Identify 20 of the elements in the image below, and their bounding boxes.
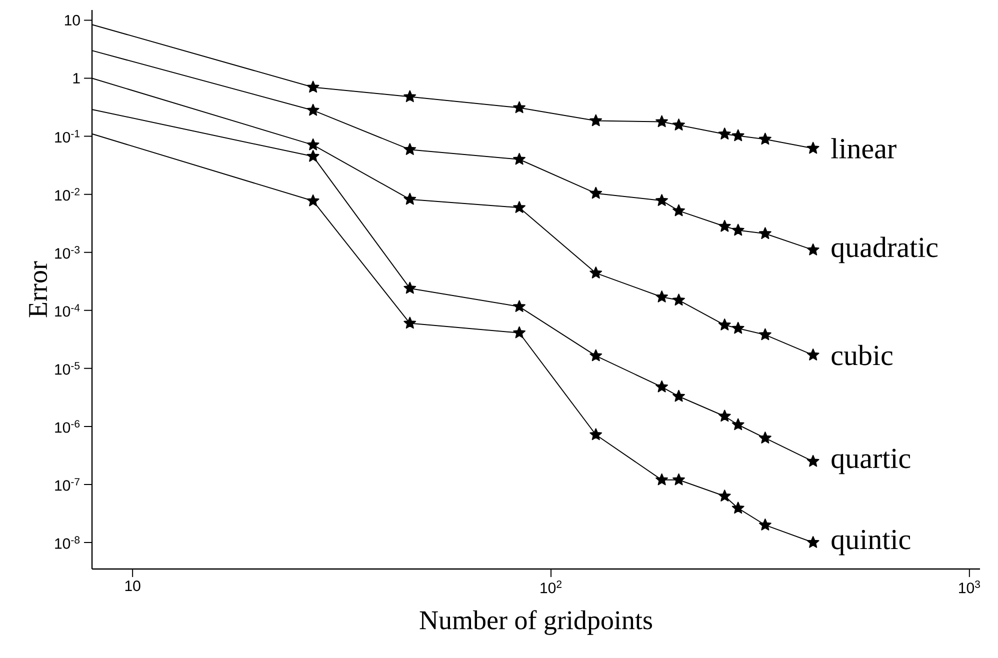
- y-tick-label: 10$^{-3}$: [55, 246, 80, 259]
- y-tick-label: 10$^{-1}$: [55, 130, 80, 143]
- x-tick-label: 10$^{3}$: [959, 580, 980, 594]
- series-label: cubic: [832, 344, 893, 366]
- x-tick-label: 10: [125, 580, 140, 592]
- y-tick-label: 1: [73, 73, 80, 84]
- x-axis-title: Number of gridpoints: [420, 610, 652, 635]
- series-label: linear: [831, 138, 896, 159]
- y-tick-label: 10$^{-5}$: [55, 362, 80, 375]
- y-tick-label: 10: [64, 14, 80, 26]
- y-tick-label: 10$^{-2}$: [55, 188, 80, 201]
- series-label: quintic: [832, 530, 910, 556]
- series-label: quartic: [832, 448, 910, 474]
- x-tick-label: 10$^{2}$: [540, 580, 562, 594]
- y-tick-label: 10$^{-6}$: [55, 420, 80, 433]
- y-axis-title: Error: [29, 261, 48, 318]
- y-tick-label: 10$^{-8}$: [55, 536, 80, 549]
- y-tick-label: 10$^{-4}$: [55, 304, 80, 317]
- series-label: quadratic: [832, 236, 938, 264]
- y-tick-label: 10$^{-7}$: [55, 478, 80, 491]
